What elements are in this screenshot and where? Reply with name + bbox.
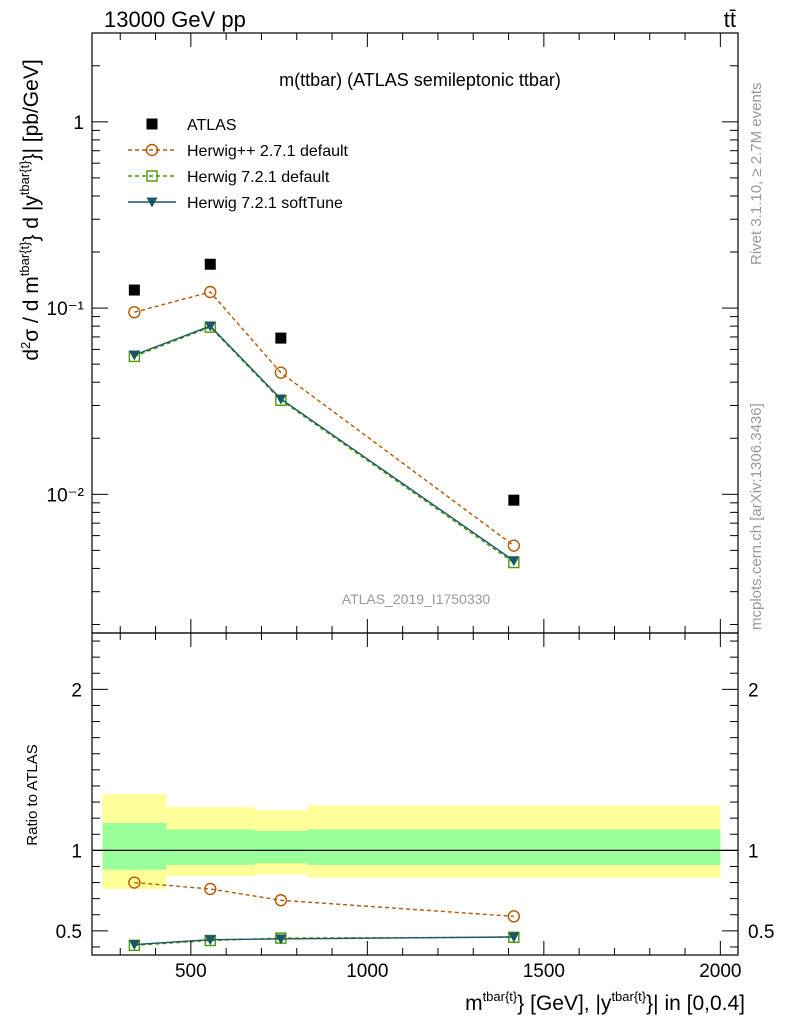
x-tick-label: 500 bbox=[175, 961, 207, 982]
x-tick-label: 1000 bbox=[346, 961, 388, 982]
uncertainty-band-inner bbox=[254, 831, 308, 864]
ratio-y-tick-label-right: 2 bbox=[748, 680, 759, 701]
ratio-point-herwigpp bbox=[274, 894, 288, 907]
ratio-point-softtune bbox=[204, 935, 216, 946]
ratio-point-softtune bbox=[275, 934, 287, 945]
main-series-herwig721 bbox=[128, 321, 520, 569]
legend-marker-herwigpp bbox=[145, 143, 159, 157]
ratio-point-herwigpp bbox=[204, 882, 217, 896]
uncertainty-band-inner bbox=[102, 822, 167, 870]
main-series-atlas bbox=[128, 258, 520, 506]
mcplots-label: mcplots.cern.ch [arXiv:1306.3436] bbox=[748, 403, 765, 630]
ratio-y-tick-label: 2 bbox=[71, 680, 82, 701]
ratio-y-tick-label-right: 0.5 bbox=[748, 922, 774, 943]
legend-item-herwig721: Herwig 7.2.1 default bbox=[128, 169, 330, 186]
main-point-softtune bbox=[128, 350, 140, 361]
main-point-softtune bbox=[275, 394, 287, 405]
x-tick-label: 1500 bbox=[523, 961, 565, 982]
analysis-id-label: ATLAS_2019_I1750330 bbox=[342, 591, 491, 607]
main-line-softtune bbox=[134, 325, 515, 562]
main-point-softtune bbox=[508, 556, 520, 567]
ratio-y-axis-label: Ratio to ATLAS bbox=[24, 744, 41, 845]
legend-item-atlas: ATLAS bbox=[146, 117, 237, 134]
main-line-herwig721 bbox=[134, 326, 515, 564]
ratio-point-softtune bbox=[128, 940, 140, 951]
main-point-herwigpp bbox=[274, 366, 288, 379]
ratio-plot-frame bbox=[91, 632, 739, 956]
ratio-series-softtune bbox=[128, 932, 520, 951]
uncertainty-band-inner bbox=[307, 829, 721, 865]
main-point-softtune bbox=[204, 321, 216, 332]
main-point-atlas bbox=[204, 258, 216, 270]
main-point-herwigpp bbox=[507, 539, 521, 552]
uncertainty-band-inner bbox=[166, 829, 255, 865]
main-point-atlas bbox=[508, 494, 520, 506]
main-point-herwigpp bbox=[128, 306, 141, 319]
ratio-y-tick-label: 1 bbox=[71, 841, 82, 862]
ratio-y-tick-label: 0.5 bbox=[56, 922, 82, 943]
legend-label: Herwig 7.2.1 default bbox=[187, 169, 330, 186]
main-point-atlas bbox=[275, 332, 287, 344]
legend-label: Herwig 7.2.1 softTune bbox=[187, 195, 343, 212]
main-point-atlas bbox=[128, 284, 140, 296]
y-tick-label: 1 bbox=[73, 113, 84, 134]
x-tick-label: 2000 bbox=[699, 961, 741, 982]
collision-energy-label: 13000 GeV pp bbox=[104, 7, 246, 32]
ratio-point-softtune bbox=[508, 932, 520, 943]
main-y-axis-label: d2σ / d mtbar{t}} d |ytbar{t}}| [pb/GeV] bbox=[17, 59, 43, 360]
legend-marker-herwig721 bbox=[146, 170, 158, 182]
rivet-version-label: Rivet 3.1.10, ≥ 2.7M events bbox=[748, 83, 765, 266]
main-plot-panel: m(ttbar) (ATLAS semileptonic ttbar) ATLA… bbox=[47, 32, 739, 634]
legend-item-softtune: Herwig 7.2.1 softTune bbox=[128, 195, 343, 212]
plot-title: m(ttbar) (ATLAS semileptonic ttbar) bbox=[279, 70, 561, 90]
main-point-herwigpp bbox=[204, 285, 217, 299]
ratio-line-herwig721 bbox=[134, 936, 514, 947]
legend-marker-softtune bbox=[146, 197, 158, 208]
legend-item-herwigpp: Herwig++ 2.7.1 default bbox=[128, 143, 349, 160]
main-series-softtune bbox=[128, 321, 520, 567]
x-axis-label: mtbar{t}} [GeV], |ytbar{t}}| in [0,0.4] bbox=[465, 989, 745, 1015]
ratio-y-tick-label-right: 1 bbox=[748, 841, 759, 862]
ratio-series-herwigpp bbox=[128, 876, 521, 923]
y-tick-label: 10⁻¹ bbox=[47, 299, 85, 320]
ratio-point-herwigpp bbox=[128, 876, 141, 889]
main-series-herwigpp bbox=[128, 285, 521, 552]
legend-label: Herwig++ 2.7.1 default bbox=[187, 143, 349, 160]
ratio-line-softtune bbox=[134, 936, 514, 946]
legend-label: ATLAS bbox=[187, 117, 237, 134]
process-label: tt̄ bbox=[724, 7, 736, 32]
ratio-plot-panel: 500 1000 1500 2000 0.5 0.5 1 1 2 2 bbox=[56, 632, 774, 982]
main-line-herwigpp bbox=[134, 291, 515, 547]
legend-marker-atlas bbox=[146, 118, 158, 130]
y-tick-label: 10⁻² bbox=[47, 485, 85, 506]
ratio-line-herwigpp bbox=[134, 881, 514, 918]
ratio-point-herwigpp bbox=[507, 910, 521, 923]
legend: ATLAS Herwig++ 2.7.1 default Herwig 7.2.1 … bbox=[128, 117, 349, 212]
